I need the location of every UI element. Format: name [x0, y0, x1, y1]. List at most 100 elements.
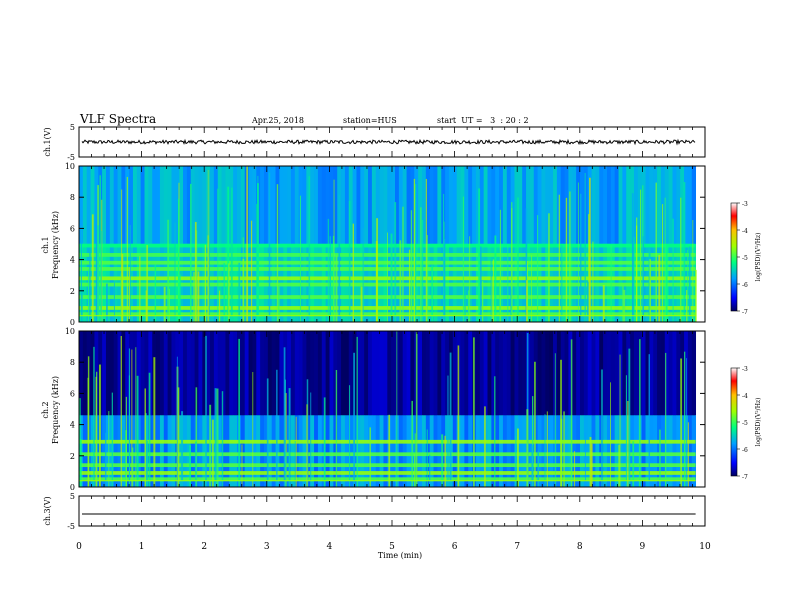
spectrogram-cell	[371, 415, 377, 487]
spectrogram-cell	[402, 331, 407, 416]
spectrogram-streak	[329, 236, 331, 322]
xtick-label: 4	[327, 542, 333, 552]
spectrogram-cell	[398, 331, 404, 416]
spectrogram-cell	[364, 415, 369, 487]
spectrogram-cell	[614, 415, 619, 487]
spectrogram-streak	[414, 183, 417, 322]
spectrogram-cell	[179, 166, 184, 244]
xtick-label: 5	[389, 542, 395, 552]
spectrogram-cell	[591, 166, 596, 244]
spectrogram-cell	[549, 166, 554, 244]
spectrogram-streak	[209, 404, 212, 487]
spectrogram-cell	[132, 415, 138, 487]
spectrogram-streak	[399, 240, 402, 322]
spectrogram-cell	[360, 415, 365, 487]
spectrogram-cell	[148, 415, 153, 487]
ytick-label: 10	[65, 162, 75, 171]
spectrogram-streak	[469, 236, 471, 322]
xtick-label: 3	[264, 542, 270, 552]
spectrogram-cell	[102, 331, 107, 416]
spectrogram-cell	[213, 331, 219, 416]
spectrogram-streak	[687, 422, 689, 487]
spectrogram-streak	[288, 388, 291, 487]
spectrogram-streak	[278, 285, 280, 322]
ch2-spectrogram-panel: 0 2 4 6 8 10 ch.2 Frequency (kHz)	[41, 327, 706, 492]
spectrogram-cell	[275, 331, 280, 416]
spectrogram-streak	[178, 274, 181, 322]
spectrogram-streak	[411, 400, 413, 487]
spectrogram-streak	[128, 348, 130, 487]
spectrogram-cell	[533, 415, 539, 487]
spectrogram-streak	[338, 195, 341, 322]
spectrogram-streak	[680, 197, 682, 322]
spectrogram-streak	[499, 209, 502, 322]
spectrogram-streak	[335, 370, 338, 487]
ch1-spectrogram-panel: 0 2 4 6 8 10 ch.1 Frequency (kHz)	[41, 162, 706, 327]
spectrogram-cell	[556, 415, 562, 487]
spectrogram-streak	[250, 220, 253, 322]
spectrogram-cell	[364, 331, 369, 416]
spectrogram-streak	[131, 447, 134, 487]
spectrogram-cell	[233, 415, 238, 487]
spectrogram-cell	[371, 166, 377, 244]
spectrogram-streak	[266, 378, 269, 487]
spectrogram-streak	[408, 249, 411, 322]
spectrogram-cell	[518, 166, 523, 244]
spectrogram-streak	[390, 233, 393, 322]
time-axis-label: Time (min)	[378, 551, 422, 560]
spectrogram-cell	[256, 331, 261, 416]
spectrogram-streak	[221, 391, 224, 487]
spectrogram-cell	[113, 331, 118, 416]
spectrogram-cell	[79, 166, 84, 244]
xtick-label: 6	[452, 542, 458, 552]
spectrogram-streak	[136, 375, 139, 487]
spectrogram-cell	[233, 166, 238, 244]
ytick-label: 8	[70, 193, 75, 202]
spectrogram-cell	[499, 415, 504, 487]
spectrogram-streak	[394, 202, 397, 322]
spectrogram-streak	[426, 235, 428, 322]
spectrogram-cell	[421, 331, 427, 416]
spectrogram-cell	[622, 415, 627, 487]
spectrogram-cell	[549, 415, 554, 487]
colorbar-tick-label: -6	[742, 447, 748, 454]
spectrogram-cell	[252, 415, 257, 487]
spectrogram-streak	[421, 219, 424, 322]
spectrogram-cell	[225, 415, 230, 487]
spectrogram-cell	[194, 331, 199, 416]
spectrogram-cell	[252, 166, 257, 244]
spectrogram-cell	[383, 415, 388, 487]
spectrogram-cell	[452, 166, 458, 244]
spectrogram-cell	[202, 415, 207, 487]
spectrogram-band	[79, 477, 696, 482]
spectrogram-cell	[302, 166, 307, 244]
spectrogram-cell	[664, 415, 670, 487]
spectrogram-streak	[627, 400, 629, 487]
ch1-spectrogram-yticks: 0 2 4 6 8 10	[65, 162, 705, 327]
spectrogram-cell	[136, 415, 142, 487]
spectrogram-streak	[193, 271, 195, 322]
xtick-label: 8	[577, 542, 583, 552]
spectrogram-cell	[564, 415, 569, 487]
spectrogram-cell	[136, 331, 142, 416]
spectrogram-cell	[183, 331, 188, 416]
spectrogram-cell	[591, 331, 596, 416]
spectrogram-cell	[109, 166, 115, 244]
spectrogram-cell	[672, 166, 677, 244]
ch3-waveform-yticks: 5 -5	[67, 492, 705, 531]
spectrogram-cell	[418, 415, 423, 487]
ch2-spectrogram-plot	[79, 331, 705, 487]
spectrogram-streak	[204, 244, 207, 322]
spectrogram-cell	[121, 331, 126, 416]
spectrogram-cell	[448, 166, 454, 244]
spectrogram-cell	[132, 166, 138, 244]
spectrogram-cell	[618, 166, 623, 244]
spectrogram-cell	[175, 166, 180, 244]
spectrogram-cell	[117, 415, 122, 487]
colorbar-tick-label: -7	[742, 309, 748, 316]
spectrogram-cell	[140, 415, 145, 487]
spectrogram-cell	[637, 166, 643, 244]
ytick-label: 6	[70, 224, 75, 233]
spectrogram-streak	[490, 259, 492, 322]
colorbar-tick-label: -4	[742, 393, 748, 400]
